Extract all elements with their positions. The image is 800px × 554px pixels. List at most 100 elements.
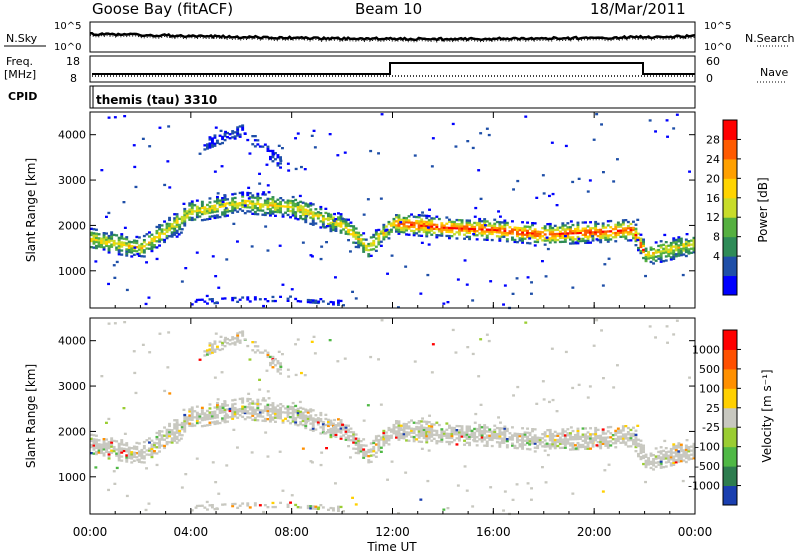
radar-cell [364, 244, 368, 247]
radar-cell [256, 419, 260, 422]
radar-cell [624, 433, 628, 436]
radar-cell [357, 246, 361, 249]
radar-cell [468, 227, 471, 230]
radar-cell [561, 226, 565, 229]
radar-cell [269, 155, 272, 159]
radar-cell [271, 196, 275, 199]
radar-cell [183, 207, 187, 211]
radar-cell [410, 419, 413, 422]
radar-cell [332, 432, 335, 436]
radar-cell [475, 436, 479, 439]
radar-cell [397, 426, 401, 429]
radar-cell [107, 457, 111, 460]
radar-cell [226, 214, 229, 217]
radar-cell [490, 238, 494, 242]
radar-cell [473, 431, 477, 435]
radar-cell [468, 237, 471, 241]
radar-cell [271, 204, 275, 207]
radar-cell [594, 233, 598, 236]
radar-cell [269, 410, 272, 413]
radar-cell [319, 418, 323, 421]
radar-cell [236, 300, 240, 303]
radar-cell [541, 437, 545, 440]
y-tick-label: 4000 [58, 335, 86, 348]
radar-cell [211, 345, 214, 348]
radar-cell [357, 445, 361, 449]
radar-cell [448, 436, 451, 440]
radar-cell [253, 504, 257, 507]
radar-cell [420, 234, 424, 237]
radar-cell [468, 229, 471, 232]
radar-cell [657, 463, 661, 466]
radar-cell [362, 448, 366, 451]
radar-cell [327, 424, 330, 428]
radar-cell [584, 427, 587, 430]
radar-cell [455, 237, 459, 240]
radar-cell [309, 460, 313, 463]
radar-cell [178, 423, 182, 426]
radar-cell [347, 230, 350, 234]
power-scatter [90, 113, 696, 310]
radar-cell [543, 227, 547, 230]
radar-cell [208, 417, 212, 420]
radar-cell [541, 239, 545, 242]
radar-cell [320, 245, 324, 248]
radar-cell [145, 453, 149, 456]
radar-cell [347, 428, 350, 431]
radar-cell [160, 238, 164, 241]
radar-cell [354, 245, 358, 249]
radar-cell [594, 428, 598, 432]
radar-cell [281, 199, 285, 202]
radar-cell [246, 210, 250, 213]
radar-cell [190, 412, 194, 415]
radar-cell [100, 237, 103, 240]
radar-cell [571, 436, 575, 439]
radar-cell [690, 247, 693, 250]
radar-cell [352, 235, 356, 238]
radar-cell [652, 258, 655, 261]
radar-cell [362, 242, 366, 245]
radar-cell [397, 428, 401, 431]
radar-cell [626, 233, 630, 236]
radar-cell [440, 234, 444, 237]
radar-cell [352, 225, 356, 228]
radar-cell [500, 235, 504, 238]
radar-cell [168, 392, 172, 395]
radar-cell [372, 244, 376, 247]
radar-cell [90, 452, 93, 455]
radar-cell [238, 504, 242, 507]
radar-cell [690, 445, 693, 448]
radar-cell [369, 236, 373, 239]
radar-cell [301, 217, 305, 221]
radar-cell [140, 457, 144, 460]
radar-cell [379, 244, 383, 247]
radar-cell [475, 429, 479, 433]
radar-cell [536, 230, 540, 233]
radar-cell [390, 228, 393, 231]
radar-cell [160, 438, 164, 441]
radar-cell [150, 239, 154, 242]
radar-cell [274, 505, 277, 509]
radar-cell [584, 435, 587, 438]
radar-cell [553, 237, 557, 240]
radar-cell [97, 445, 101, 448]
radar-cell [354, 451, 358, 455]
radar-cell [311, 213, 315, 216]
radar-cell [291, 420, 295, 423]
radar-cell [538, 438, 542, 442]
radar-cell [168, 422, 171, 426]
radar-cell [216, 422, 219, 425]
radar-cell [253, 298, 257, 301]
radar-cell [198, 421, 202, 424]
radar-cell [92, 448, 96, 451]
radar-cell [456, 278, 460, 281]
radar-cell [621, 433, 625, 436]
radar-cell [158, 236, 161, 239]
radar-cell [606, 436, 610, 439]
radar-cell [477, 375, 481, 378]
radar-cell [442, 430, 446, 433]
radar-cell [654, 259, 658, 262]
radar-cell [175, 217, 179, 220]
colorbar-tick-label: -25 [702, 421, 720, 434]
